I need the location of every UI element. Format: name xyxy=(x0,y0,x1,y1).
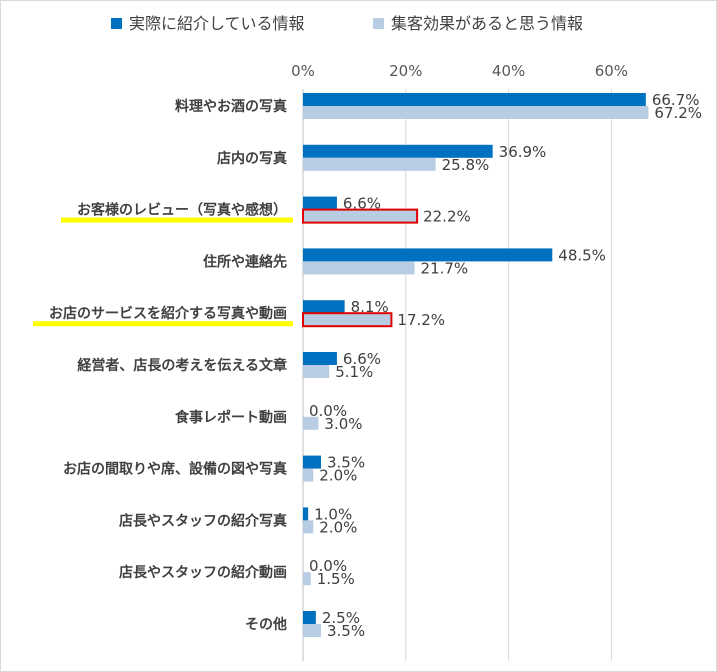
category-label-7: お店の間取りや席、設備の図や写真 xyxy=(63,461,287,478)
data-label-series2-5: 5.1% xyxy=(335,363,373,381)
bar-series1-4 xyxy=(303,300,345,314)
highlight-underline-2 xyxy=(61,217,293,223)
data-label-series2-4: 17.2% xyxy=(397,311,445,329)
legend: 実際に紹介している情報 集客効果があると思う情報 xyxy=(111,14,583,33)
data-label-series1-6: 0.0% xyxy=(309,402,347,420)
data-label-series2-2: 22.2% xyxy=(423,208,471,226)
data-label-series1-9: 0.0% xyxy=(309,557,347,575)
data-label-series2-1: 25.8% xyxy=(442,156,490,174)
category-label-6: 食事レポート動画 xyxy=(175,409,287,426)
data-label-series1-4: 8.1% xyxy=(351,298,389,316)
bar-series2-0 xyxy=(303,106,649,119)
data-label-series1-8: 1.0% xyxy=(314,505,352,523)
bar-series1-7 xyxy=(303,455,321,469)
bar-series1-5 xyxy=(303,352,337,365)
category-label-1: 店内の写真 xyxy=(217,150,287,167)
category-label-4: お店のサービスを紹介する写真や動画 xyxy=(49,305,287,322)
bar-series1-3 xyxy=(303,248,553,262)
bar-series2-9 xyxy=(303,572,311,586)
bar-series1-0 xyxy=(303,93,646,106)
bar-series1-10 xyxy=(303,611,316,624)
data-label-series2-7: 2.0% xyxy=(319,467,357,485)
data-label-series2-8: 2.0% xyxy=(319,518,357,536)
legend-swatch-1 xyxy=(111,18,122,29)
bar-series2-7 xyxy=(303,468,314,482)
bar-series2-3 xyxy=(303,261,415,275)
data-label-series1-10: 2.5% xyxy=(322,609,360,627)
x-tick-label: 40% xyxy=(492,62,525,80)
data-label-series2-9: 1.5% xyxy=(317,570,355,588)
legend-swatch-2 xyxy=(373,18,384,29)
data-label-series1-7: 3.5% xyxy=(327,454,365,472)
data-label-series1-1: 36.9% xyxy=(499,143,547,161)
data-label-series2-10: 3.5% xyxy=(327,622,365,640)
category-label-9: 店長やスタッフの紹介動画 xyxy=(119,564,287,581)
data-label-series2-6: 3.0% xyxy=(324,415,362,433)
x-axis-ticks: 0% 20% 40% 60% xyxy=(291,62,628,80)
category-label-2: お客様のレビュー（写真や感想） xyxy=(77,202,287,219)
category-label-0: 料理やお酒の写真 xyxy=(175,98,287,115)
bar-series2-4 xyxy=(302,312,393,328)
bar-series2-10 xyxy=(303,624,321,637)
bar-series2-2 xyxy=(302,208,419,224)
x-tick-label: 60% xyxy=(595,62,628,80)
legend-label-2: 集客効果があると思う情報 xyxy=(391,14,583,33)
data-label-series1-5: 6.6% xyxy=(343,350,381,368)
category-label-3: 住所や連絡先 xyxy=(203,253,287,270)
highlight-underline-4 xyxy=(33,321,293,327)
data-label-series1-0: 66.7% xyxy=(652,91,700,109)
bar-series1-8 xyxy=(303,507,309,521)
category-label-5: 経営者、店長の考えを伝える文章 xyxy=(77,357,287,374)
data-label-series1-3: 48.5% xyxy=(558,246,606,264)
bar-series1-1 xyxy=(303,144,493,158)
bar-series2-8 xyxy=(303,520,314,534)
x-tick-label: 20% xyxy=(389,62,422,80)
data-label-series2-0: 67.2% xyxy=(654,104,702,122)
bar-series2-5 xyxy=(303,365,330,378)
category-label-8: 店長やスタッフの紹介写真 xyxy=(119,512,287,529)
bar-series1-2 xyxy=(303,196,337,210)
data-label-series1-2: 6.6% xyxy=(343,195,381,213)
legend-label-1: 実際に紹介している情報 xyxy=(129,14,305,33)
bar-series2-1 xyxy=(303,157,436,171)
bars: 66.7%67.2% 36.9% 25.8% 6.6% 22.2% 48.5% 21.7% 8… xyxy=(302,91,702,640)
data-label-series2-3: 21.7% xyxy=(421,259,469,277)
bar-series2-6 xyxy=(303,416,319,430)
x-tick-label: 0% xyxy=(291,62,315,80)
category-label-10: その他 xyxy=(245,616,287,633)
